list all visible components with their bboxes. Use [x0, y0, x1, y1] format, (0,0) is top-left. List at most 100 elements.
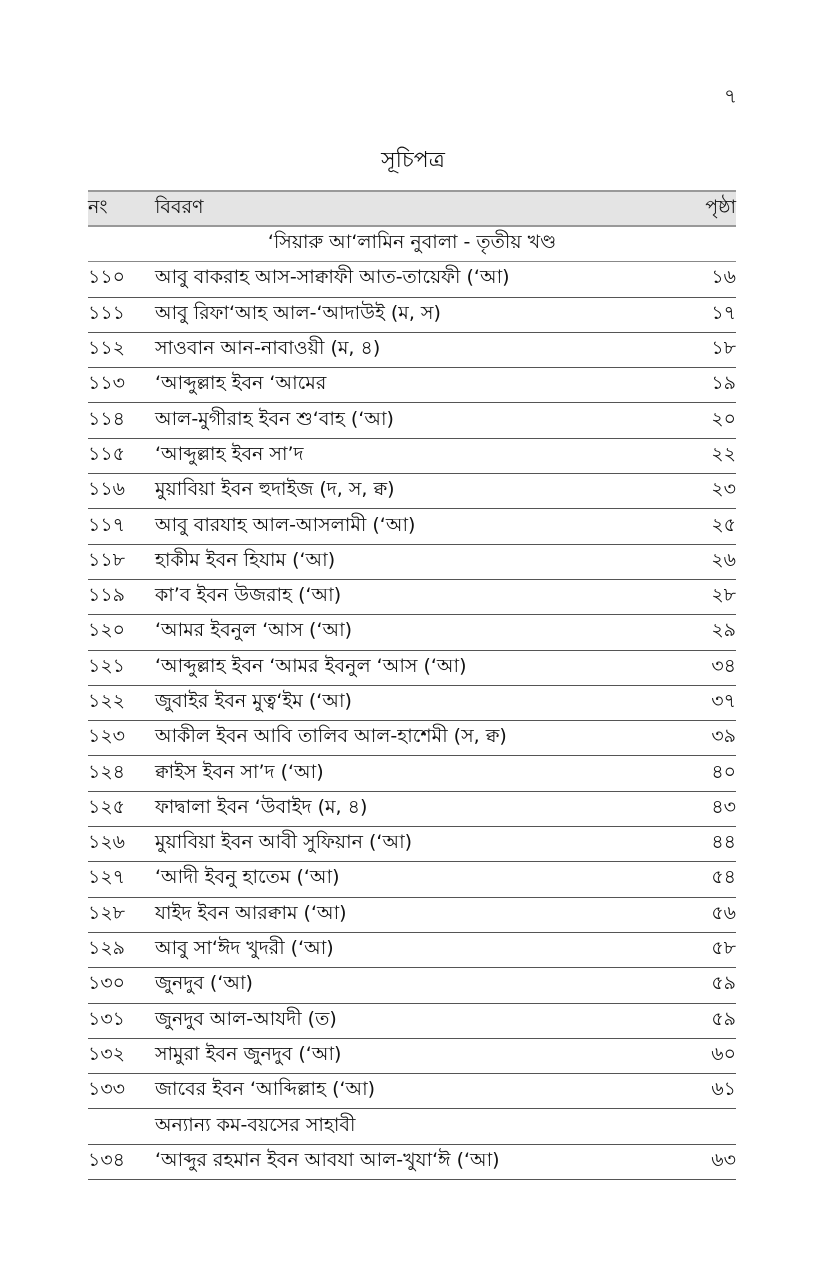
table-row: ১১৭ আবু বারযাহ আল-আসলামী (‘আ) ২৫ [88, 509, 736, 545]
entry-number: ১২২ [88, 690, 126, 712]
entry-number: ১১৫ [88, 442, 125, 465]
entry-number: ১১৩ [88, 372, 126, 395]
page-title: সূচিপত্র [381, 148, 445, 173]
entry-number: ১৩১ [88, 1007, 126, 1030]
page-number: ৭ [724, 84, 738, 108]
table-row: ১১০ আবু বাকরাহ আস-সাক্বাফী আত-তায়েফী (‘আ… [88, 262, 736, 298]
entry-title: কা’ব ইবন উজরাহ (‘আ) [155, 584, 342, 607]
entry-number: ১৩০ [88, 972, 126, 995]
header-desc: বিবরণ [155, 195, 204, 218]
entry-title: আবু রিফা‘আহ আল-‘আদাউই (ম, স) [155, 301, 441, 324]
table-row: ১১৩ ‘আব্দুল্লাহ ইবন ‘আমের ১৯ [88, 368, 736, 404]
header-no: নং [88, 195, 108, 218]
table-row: ১৩৪ ‘আব্দুর রহমান ইবন আবযা আল-খুযা‘ঈ (‘আ)… [88, 1145, 736, 1181]
section-heading: অন্যান্য কম-বয়সের সাহাবী [88, 1109, 736, 1145]
table-row: ১২০ ‘আমর ইবনুল ‘আস (‘আ) ২৯ [88, 615, 736, 651]
entry-page: ৬১ [711, 1078, 736, 1101]
entry-page: ৫৬ [711, 901, 736, 924]
entry-title: জুনদুব (‘আ) [155, 972, 253, 995]
entry-title: সাওবান আন-নাবাওয়ী (ম, ৪) [155, 337, 381, 360]
entry-number: ১১৮ [88, 548, 125, 571]
table-row: ১২৯ আবু সা‘ঈদ খুদরী (‘আ) ৫৮ [88, 933, 736, 969]
entry-page: ২৩ [711, 478, 736, 501]
table-row: ১২৭ ‘আদী ইবনু হাতেম (‘আ) ৫৪ [88, 862, 736, 898]
entry-page: ২৬ [711, 548, 736, 571]
entry-title: ‘আদী ইবনু হাতেম (‘আ) [155, 866, 340, 889]
table-row: ১১১ আবু রিফা‘আহ আল-‘আদাউই (ম, স) ১৭ [88, 298, 736, 333]
header-page: পৃষ্ঠা [705, 195, 736, 218]
table-row: ১২৪ ক্বাইস ইবন সা’দ (‘আ) ৪০ [88, 756, 736, 792]
table-row: ১২৩ আকীল ইবন আবি তালিব আল-হাশেমী (স, ক্ব)… [88, 721, 736, 757]
entry-title: মুয়াবিয়া ইবন হুদাইজ (দ, স, ক্ব) [155, 478, 395, 501]
entry-page: ১৮ [711, 337, 736, 360]
entry-number: ১২০ [88, 619, 126, 642]
entry-number: ১১২ [88, 337, 126, 360]
entry-title: ‘আব্দুল্লাহ ইবন ‘আমের [155, 372, 327, 395]
entry-number: ১১৯ [88, 584, 125, 607]
section-heading: ‘সিয়ারু আ‘লামিন নুবালা - তৃতীয় খণ্ড [88, 227, 736, 263]
entry-page: ১৭ [711, 301, 736, 324]
entry-number: ১১১ [88, 301, 125, 324]
entry-number: ১৩৪ [88, 1148, 126, 1171]
entry-title: যাইদ ইবন আরক্বাম (‘আ) [155, 901, 347, 924]
entry-title: সামুরা ইবন জুনদুব (‘আ) [155, 1042, 342, 1065]
entry-number: ১২১ [88, 654, 126, 677]
entry-title: ‘আব্দুল্লাহ ইবন ‘আমর ইবনুল ‘আস (‘আ) [155, 654, 467, 677]
entry-page: ৫৯ [711, 1007, 736, 1030]
table-row: ১২১ ‘আব্দুল্লাহ ইবন ‘আমর ইবনুল ‘আস (‘আ) ৩৪ [88, 651, 736, 686]
entry-title: আল-মুগীরাহ ইবন শু‘বাহ (‘আ) [155, 407, 394, 430]
entry-page: ৪৪ [711, 831, 736, 854]
entry-number: ১২৭ [88, 866, 126, 889]
entry-page: ৫৮ [711, 937, 736, 960]
entry-page: ৪৩ [711, 795, 736, 818]
table-row: ১৩১ জুনদুব আল-আযদী (ত) ৫৯ [88, 1004, 736, 1039]
entry-number: ১২৩ [88, 725, 126, 748]
entry-title: হাকীম ইবন হিযাম (‘আ) [155, 548, 336, 571]
entry-title: ‘আব্দুর রহমান ইবন আবযা আল-খুযা‘ঈ (‘আ) [155, 1148, 500, 1171]
entry-title: ‘আব্দুল্লাহ ইবন সা’দ [155, 442, 304, 465]
table-row: ১২৫ ফাদ্বালা ইবন ‘উবাইদ (ম, ৪) ৪৩ [88, 792, 736, 828]
entry-page: ২৫ [711, 513, 736, 536]
section-title: অন্যান্য কম-বয়সের সাহাবী [155, 1113, 356, 1136]
entry-page: ২৮ [711, 584, 736, 607]
entry-page: ৩৯ [711, 725, 736, 748]
table-row: ১৩০ জুনদুব (‘আ) ৫৯ [88, 968, 736, 1004]
table-row: ১১৪ আল-মুগীরাহ ইবন শু‘বাহ (‘আ) ২০ [88, 403, 736, 439]
entry-number: ১৩৩ [88, 1078, 126, 1101]
entry-number: ১৩২ [88, 1042, 126, 1065]
entry-title: আবু সা‘ঈদ খুদরী (‘আ) [155, 937, 334, 960]
entry-title: আকীল ইবন আবি তালিব আল-হাশেমী (স, ক্ব) [155, 725, 507, 748]
entry-page: ৩৪ [711, 654, 736, 677]
entry-page: ৫৪ [711, 866, 736, 889]
table-header: নং বিবরণ পৃষ্ঠা [88, 190, 736, 227]
entry-number: ১১৬ [88, 478, 126, 501]
table-row: ১১২ সাওবান আন-নাবাওয়ী (ম, ৪) ১৮ [88, 333, 736, 369]
entry-page: ১৯ [711, 372, 736, 395]
entry-page: ৬০ [711, 1042, 736, 1065]
entry-page: ৪০ [711, 760, 736, 783]
entry-number: ১১০ [88, 266, 126, 289]
table-row: ১১৮ হাকীম ইবন হিযাম (‘আ) ২৬ [88, 545, 736, 580]
table-row: ১৩৩ জাবের ইবন ‘আব্দিল্লাহ (‘আ) ৬১ [88, 1074, 736, 1110]
entry-title: ক্বাইস ইবন সা’দ (‘আ) [155, 760, 324, 783]
entry-title: জুবাইর ইবন মুত্ব‘ইম (‘আ) [155, 690, 352, 712]
entry-title: ‘আমর ইবনুল ‘আস (‘আ) [155, 619, 353, 642]
entry-title: জুনদুব আল-আযদী (ত) [155, 1007, 337, 1030]
entry-title: আবু বাকরাহ আস-সাক্বাফী আত-তায়েফী (‘আ) [155, 266, 510, 289]
table-row: ১১৯ কা’ব ইবন উজরাহ (‘আ) ২৮ [88, 580, 736, 616]
entry-number: ১১৭ [88, 513, 126, 536]
entry-page: ১৬ [711, 266, 736, 289]
table-row: ১১৬ মুয়াবিয়া ইবন হুদাইজ (দ, স, ক্ব) ২৩ [88, 474, 736, 510]
table-row: ১২৮ যাইদ ইবন আরক্বাম (‘আ) ৫৬ [88, 898, 736, 933]
entry-number: ১২৬ [88, 831, 126, 854]
entry-number: ১২৫ [88, 795, 126, 818]
table-row: ১২৬ মুয়াবিয়া ইবন আবী সুফিয়ান (‘আ) ৪৪ [88, 827, 736, 863]
table-row: ১১৫ ‘আব্দুল্লাহ ইবন সা’দ ২২ [88, 439, 736, 475]
entry-number: ১২৪ [88, 760, 126, 783]
entry-page: ২০ [711, 407, 736, 430]
entry-page: ২২ [711, 442, 736, 465]
entry-number: ১১৪ [88, 407, 125, 430]
entry-number: ১২৯ [88, 937, 126, 960]
entry-title: আবু বারযাহ আল-আসলামী (‘আ) [155, 513, 416, 536]
entry-title: মুয়াবিয়া ইবন আবী সুফিয়ান (‘আ) [155, 831, 413, 854]
